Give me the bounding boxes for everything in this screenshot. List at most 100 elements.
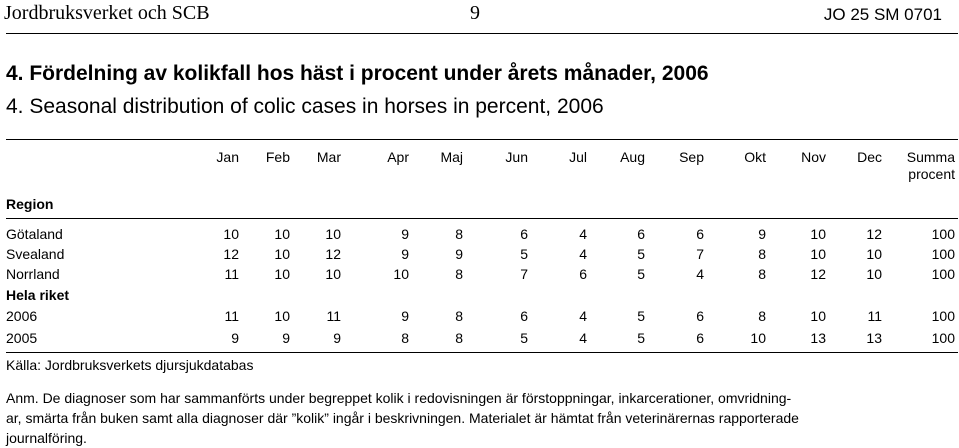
column-header: Apr bbox=[387, 149, 409, 165]
table-cell: 10 bbox=[274, 266, 290, 282]
table-cell: 8 bbox=[455, 226, 463, 242]
table-cell: 12 bbox=[223, 246, 239, 262]
table-cell: 6 bbox=[579, 266, 587, 282]
table-cell: 9 bbox=[333, 330, 341, 346]
table-cell: 10 bbox=[325, 226, 341, 242]
table-top-rule bbox=[6, 139, 958, 140]
table-cell: 10 bbox=[750, 330, 766, 346]
table-cell: 9 bbox=[401, 308, 409, 324]
table-cell: 12 bbox=[810, 266, 826, 282]
header-rule bbox=[6, 33, 958, 34]
table-cell: 5 bbox=[520, 330, 528, 346]
table-cell: 9 bbox=[758, 226, 766, 242]
column-header: Nov bbox=[801, 149, 826, 165]
table-cell: 100 bbox=[931, 246, 955, 262]
table-cell: 6 bbox=[520, 226, 528, 242]
table-cell: 6 bbox=[696, 330, 704, 346]
table-cell: 13 bbox=[810, 330, 826, 346]
table-cell: 100 bbox=[931, 226, 955, 242]
column-header: Aug bbox=[620, 149, 645, 165]
column-header: Okt bbox=[744, 149, 766, 165]
table-cell: 9 bbox=[282, 330, 290, 346]
table-cell: 10 bbox=[866, 266, 882, 282]
table-cell: 8 bbox=[758, 308, 766, 324]
note-line-2: ar, smärta från buken samt alla diagnose… bbox=[6, 410, 799, 426]
table-cell: 10 bbox=[810, 226, 826, 242]
row-label: Svealand bbox=[6, 246, 65, 262]
table-cell: 4 bbox=[696, 266, 704, 282]
table-cell: 8 bbox=[455, 308, 463, 324]
column-header: Mar bbox=[316, 149, 341, 165]
report-code: JO 25 SM 0701 bbox=[823, 5, 942, 24]
table-cell: 4 bbox=[579, 308, 587, 324]
note-line-1: Anm. De diagnoser som har sammanförts un… bbox=[6, 390, 792, 406]
table-cell: 4 bbox=[579, 246, 587, 262]
table-cell: 5 bbox=[637, 330, 645, 346]
table-cell: 11 bbox=[326, 308, 341, 324]
page-number: 9 bbox=[470, 2, 480, 24]
note-line-3: journalföring. bbox=[6, 430, 87, 446]
table-cell: 8 bbox=[455, 330, 463, 346]
table-cell: 7 bbox=[696, 246, 704, 262]
table-cell: 6 bbox=[637, 226, 645, 242]
table-cell: 8 bbox=[758, 266, 766, 282]
source-note: Källa: Jordbruksverkets djursjukdatabas bbox=[6, 357, 254, 373]
region-header: Region bbox=[6, 196, 54, 212]
table-cell: 5 bbox=[520, 246, 528, 262]
table-cell: 10 bbox=[866, 246, 882, 262]
title-swedish: 4. Fördelning av kolikfall hos häst i pr… bbox=[6, 62, 709, 85]
table-cell: 100 bbox=[931, 330, 955, 346]
row-label: 2006 bbox=[6, 308, 38, 324]
table-cell: 5 bbox=[637, 308, 645, 324]
table-cell: 8 bbox=[401, 330, 409, 346]
table-cell: 9 bbox=[455, 246, 463, 262]
column-header: Maj bbox=[440, 149, 463, 165]
table-cell: 6 bbox=[696, 226, 704, 242]
table-cell: 10 bbox=[274, 246, 290, 262]
table-cell: 11 bbox=[224, 308, 239, 324]
table-cell: 10 bbox=[810, 246, 826, 262]
sum-header-line2: procent bbox=[908, 166, 955, 182]
table-cell: 10 bbox=[810, 308, 826, 324]
table-cell: 8 bbox=[758, 246, 766, 262]
table-bottom-rule bbox=[6, 352, 958, 353]
row-label: 2005 bbox=[6, 330, 38, 346]
table-cell: 4 bbox=[579, 330, 587, 346]
table-cell: 12 bbox=[866, 226, 882, 242]
table-cell: 11 bbox=[224, 266, 239, 282]
sum-header-line1: Summa bbox=[906, 149, 955, 165]
table-cell: 9 bbox=[401, 246, 409, 262]
table-cell: 11 bbox=[867, 308, 882, 324]
table-cell: 10 bbox=[325, 266, 341, 282]
table-cell: 6 bbox=[520, 308, 528, 324]
group-label: Hela riket bbox=[6, 287, 70, 303]
table-cell: 10 bbox=[274, 308, 290, 324]
table-cell: 10 bbox=[223, 226, 239, 242]
table-cell: 5 bbox=[637, 246, 645, 262]
table-cell: 4 bbox=[579, 226, 587, 242]
table-cell: 6 bbox=[696, 308, 704, 324]
row-label: Norrland bbox=[6, 266, 60, 282]
table-cell: 9 bbox=[401, 226, 409, 242]
column-header: Dec bbox=[857, 149, 882, 165]
table-cell: 5 bbox=[637, 266, 645, 282]
title-english: 4. Seasonal distribution of colic cases … bbox=[6, 95, 604, 118]
row-label: Götaland bbox=[6, 226, 63, 242]
column-header: Jun bbox=[505, 149, 528, 165]
table-cell: 12 bbox=[325, 246, 341, 262]
column-header: Jan bbox=[216, 149, 239, 165]
column-header: Feb bbox=[265, 149, 290, 165]
table-cell: 9 bbox=[231, 330, 239, 346]
table-cell: 100 bbox=[931, 308, 955, 324]
header-bottom-rule bbox=[6, 218, 958, 219]
table-cell: 7 bbox=[520, 266, 528, 282]
column-header: Sep bbox=[679, 149, 704, 165]
table-cell: 10 bbox=[274, 226, 290, 242]
table-cell: 13 bbox=[866, 330, 882, 346]
table-cell: 10 bbox=[393, 266, 409, 282]
column-header: Jul bbox=[569, 149, 587, 165]
table-cell: 8 bbox=[455, 266, 463, 282]
publisher-header: Jordbruksverket och SCB bbox=[4, 2, 210, 24]
table-cell: 100 bbox=[931, 266, 955, 282]
